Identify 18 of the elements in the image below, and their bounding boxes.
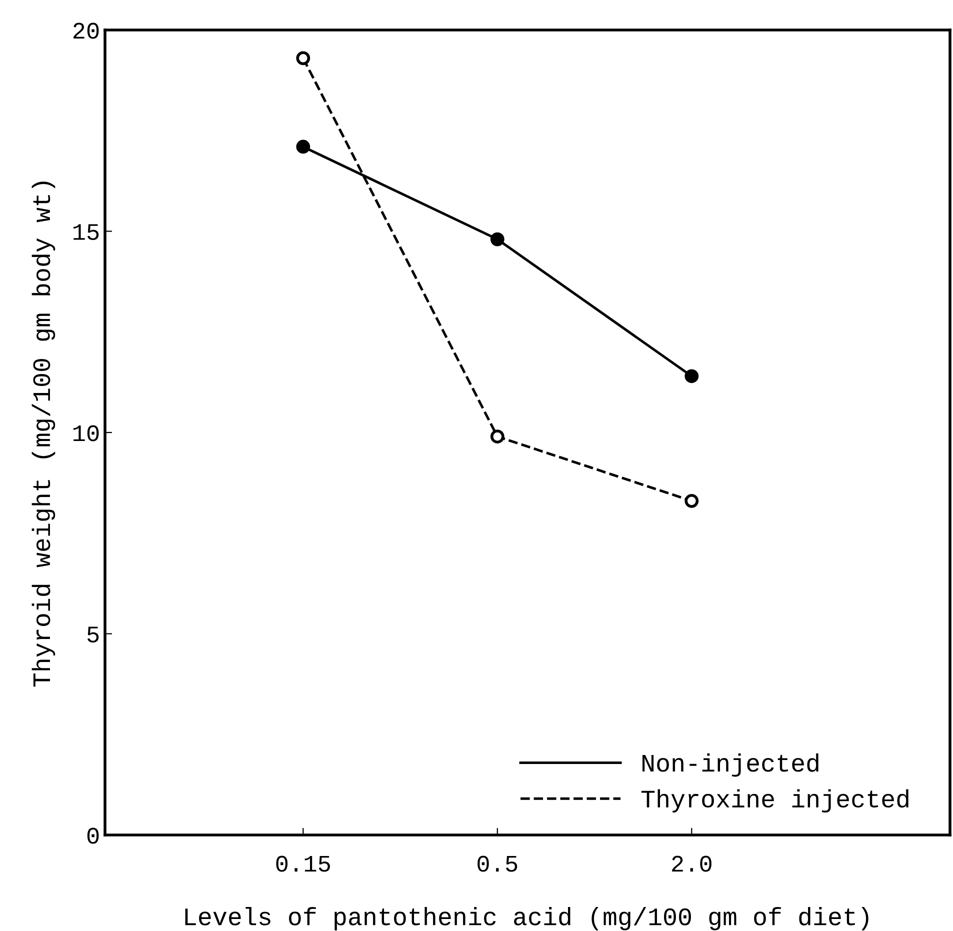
point <box>296 140 310 154</box>
y-tick-label: 5 <box>87 626 99 643</box>
y-tick-label: 20 <box>73 22 99 39</box>
point <box>684 369 699 384</box>
point <box>490 232 504 246</box>
y-tick-label: 10 <box>74 425 99 442</box>
point <box>490 430 504 444</box>
y-tick-label: 0 <box>87 828 99 844</box>
point <box>296 51 310 66</box>
legend-label: Thyroxine injected <box>641 789 908 812</box>
x-tick-label: 0.5 <box>478 856 518 872</box>
x-tick-label: 2.0 <box>672 856 712 872</box>
legend-label: Non-injected <box>642 753 818 777</box>
x-axis-title: Levels of pantothenic acid (mg/100 gm of diet) <box>185 907 868 930</box>
point <box>684 494 699 508</box>
x-tick-label: 0.15 <box>276 856 330 872</box>
y-axis-title: Thyroid weight (mg/100 gm body wt) <box>32 182 56 687</box>
y-tick-label: 15 <box>74 224 99 240</box>
